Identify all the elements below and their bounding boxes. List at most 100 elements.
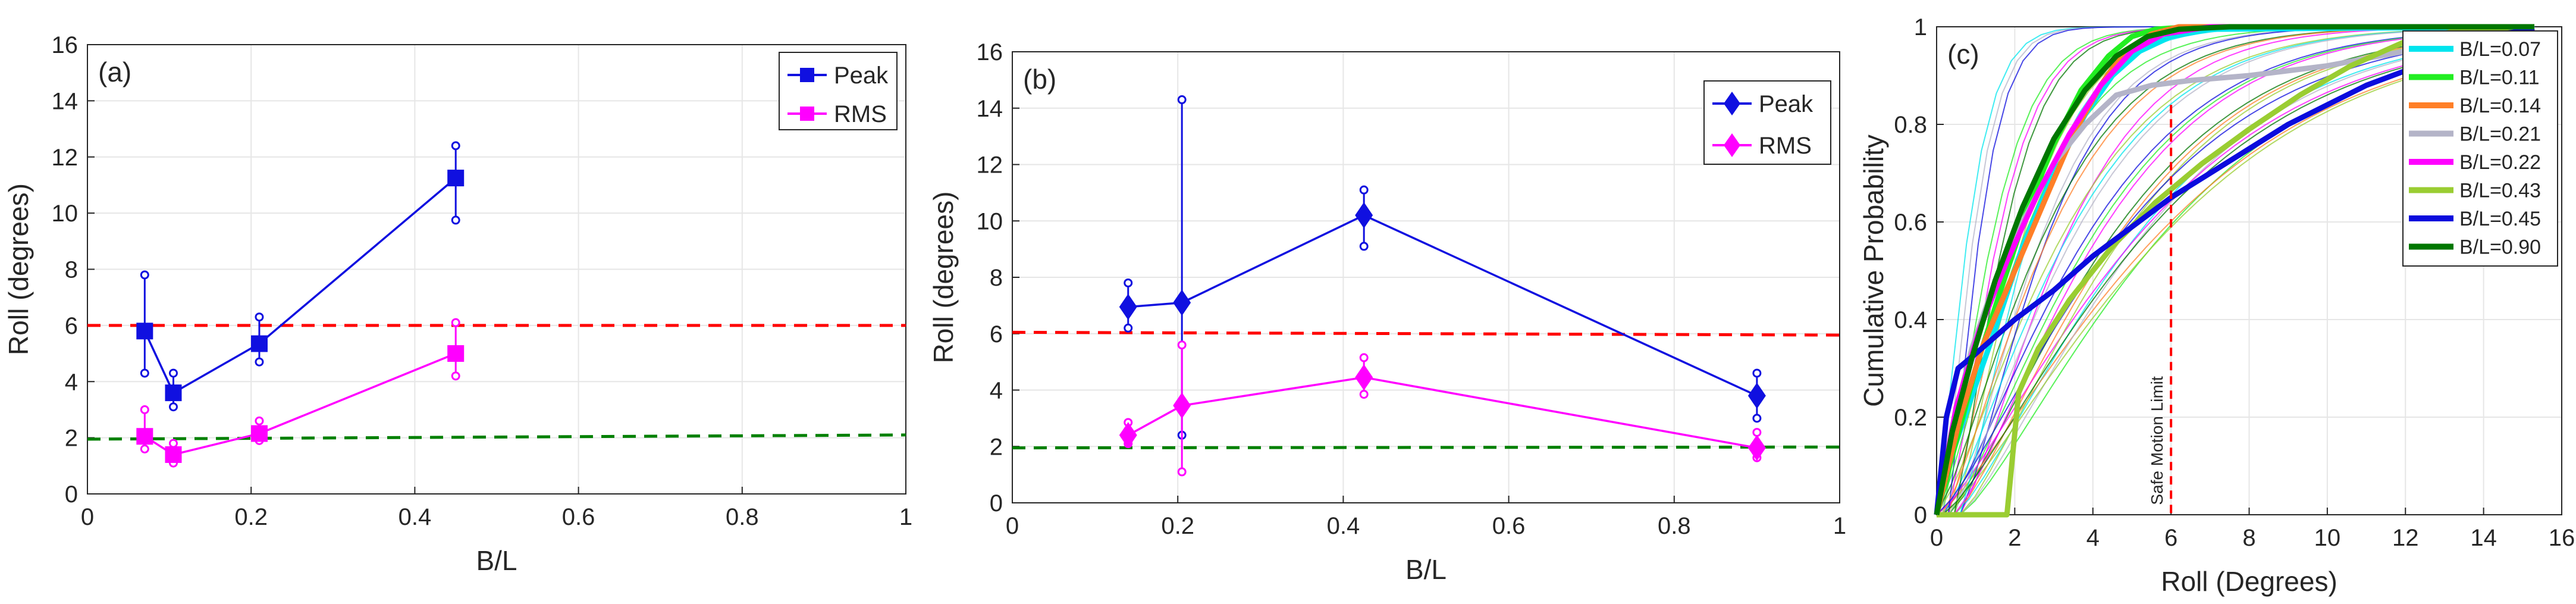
- legend-marker: [1724, 92, 1740, 115]
- x-axis-label: B/L: [476, 545, 517, 576]
- legend-label: B/L=0.43: [2459, 180, 2541, 202]
- series-line: [144, 352, 456, 456]
- data-point: [165, 384, 182, 402]
- y-tick-label: 0.2: [1894, 405, 1927, 431]
- y-axis-label: Roll (degrees): [928, 192, 959, 364]
- y-tick-label: 0.6: [1894, 209, 1927, 236]
- x-tick-label: 16: [2549, 525, 2575, 551]
- data-point: [1355, 202, 1373, 229]
- reference-line: [87, 433, 906, 441]
- y-tick-label: 14: [977, 96, 1003, 122]
- error-cap: [1124, 278, 1133, 287]
- error-cap: [140, 405, 149, 414]
- error-cap: [1359, 353, 1369, 362]
- y-tick-label: 2: [65, 425, 78, 452]
- error-cap: [451, 141, 460, 151]
- x-tick-label: 0: [1930, 525, 1943, 551]
- x-tick-label: 2: [2008, 525, 2021, 551]
- x-tick-label: 0.4: [399, 504, 432, 530]
- y-tick-label: 0: [65, 481, 78, 508]
- series-curve-7: [1934, 24, 2535, 515]
- series-line: [1128, 214, 1758, 397]
- data-point: [136, 428, 153, 445]
- x-axis-label: Roll (Degrees): [2161, 566, 2337, 597]
- data-point: [250, 425, 268, 442]
- safe-motion-limit-label: Safe Motion Limit: [2148, 376, 2166, 505]
- error-cap: [255, 416, 264, 425]
- legend-label: B/L=0.21: [2459, 123, 2541, 146]
- y-axis-label: Roll (degrees): [3, 183, 34, 355]
- legend: Peak RMS: [1703, 80, 1831, 165]
- error-cap: [1177, 95, 1187, 105]
- data-point: [1747, 434, 1766, 461]
- data-point: [1173, 392, 1191, 419]
- error-cap: [451, 215, 460, 225]
- y-tick-label: 6: [990, 321, 1003, 348]
- series-peak: [136, 141, 465, 412]
- y-tick-label: 1: [1914, 14, 1927, 40]
- x-axis-label: B/L: [1405, 554, 1447, 585]
- x-tick-label: 0.6: [1492, 513, 1526, 539]
- reference-line: [1012, 330, 1840, 337]
- error-cap: [255, 312, 264, 322]
- panel-label: (a): [98, 57, 131, 87]
- y-tick-label: 0: [1914, 502, 1927, 528]
- x-tick-label: 0: [1006, 513, 1019, 539]
- y-tick-label: 8: [990, 265, 1003, 291]
- panel-label: (b): [1023, 64, 1056, 95]
- legend-label: Peak: [834, 62, 889, 89]
- error-cap: [451, 371, 460, 381]
- data-point: [1119, 293, 1137, 320]
- error-cap: [140, 368, 149, 378]
- x-tick-label: 0.2: [234, 504, 268, 530]
- data-point: [447, 170, 465, 187]
- x-tick-label: 1: [1833, 513, 1846, 539]
- error-cap: [168, 402, 178, 412]
- legend-label: B/L=0.90: [2459, 236, 2541, 259]
- y-tick-label: 0: [990, 490, 1003, 517]
- y-tick-label: 16: [977, 39, 1003, 65]
- y-tick-label: 4: [65, 369, 78, 395]
- data-point: [136, 323, 153, 340]
- y-tick-label: 10: [977, 208, 1003, 234]
- legend-marker: [1724, 133, 1740, 157]
- error-cap: [451, 318, 460, 327]
- series-line: [1127, 376, 1758, 449]
- legend-marker: [800, 107, 814, 121]
- error-cap: [168, 368, 178, 378]
- y-tick-label: 0.8: [1894, 112, 1927, 138]
- x-tick-label: 0.6: [562, 504, 595, 530]
- x-tick-label: 0.2: [1161, 513, 1194, 539]
- x-tick-label: 0.8: [1658, 513, 1691, 539]
- y-tick-label: 12: [977, 152, 1003, 179]
- x-tick-label: 10: [2314, 525, 2341, 551]
- x-tick-label: 0.8: [726, 504, 759, 530]
- chart-panel-3: 0 2 4 6 8 10 12 14 16 0 0.2 0.4 0.6 0.8 1 Roll (Degrees…: [1858, 14, 2575, 597]
- data-point: [1355, 364, 1373, 391]
- error-cap: [1752, 368, 1762, 378]
- legend-label: B/L=0.22: [2459, 151, 2541, 174]
- y-tick-label: 2: [990, 434, 1003, 460]
- error-cap: [255, 357, 264, 367]
- x-tick-label: 14: [2470, 525, 2497, 551]
- legend-label: RMS: [1759, 133, 1812, 159]
- legend-box: [779, 52, 898, 130]
- y-tick-label: 10: [52, 201, 79, 227]
- x-tick-label: 8: [2242, 525, 2255, 551]
- error-cap: [140, 270, 149, 280]
- error-cap: [1359, 390, 1369, 399]
- y-axis-label: Cumulative Probability: [1858, 134, 1889, 407]
- y-tick-label: 12: [52, 145, 79, 171]
- data-point: [1747, 382, 1766, 409]
- x-tick-label: 0.4: [1327, 513, 1360, 539]
- data-point: [165, 446, 182, 463]
- error-cap: [1177, 467, 1187, 477]
- panel-label: (c): [1947, 39, 1979, 70]
- axes-box: [87, 44, 906, 495]
- y-tick-label: 0.4: [1894, 307, 1927, 333]
- series-rms: [1119, 340, 1766, 477]
- error-cap: [1177, 340, 1187, 350]
- y-tick-label: 16: [52, 32, 79, 58]
